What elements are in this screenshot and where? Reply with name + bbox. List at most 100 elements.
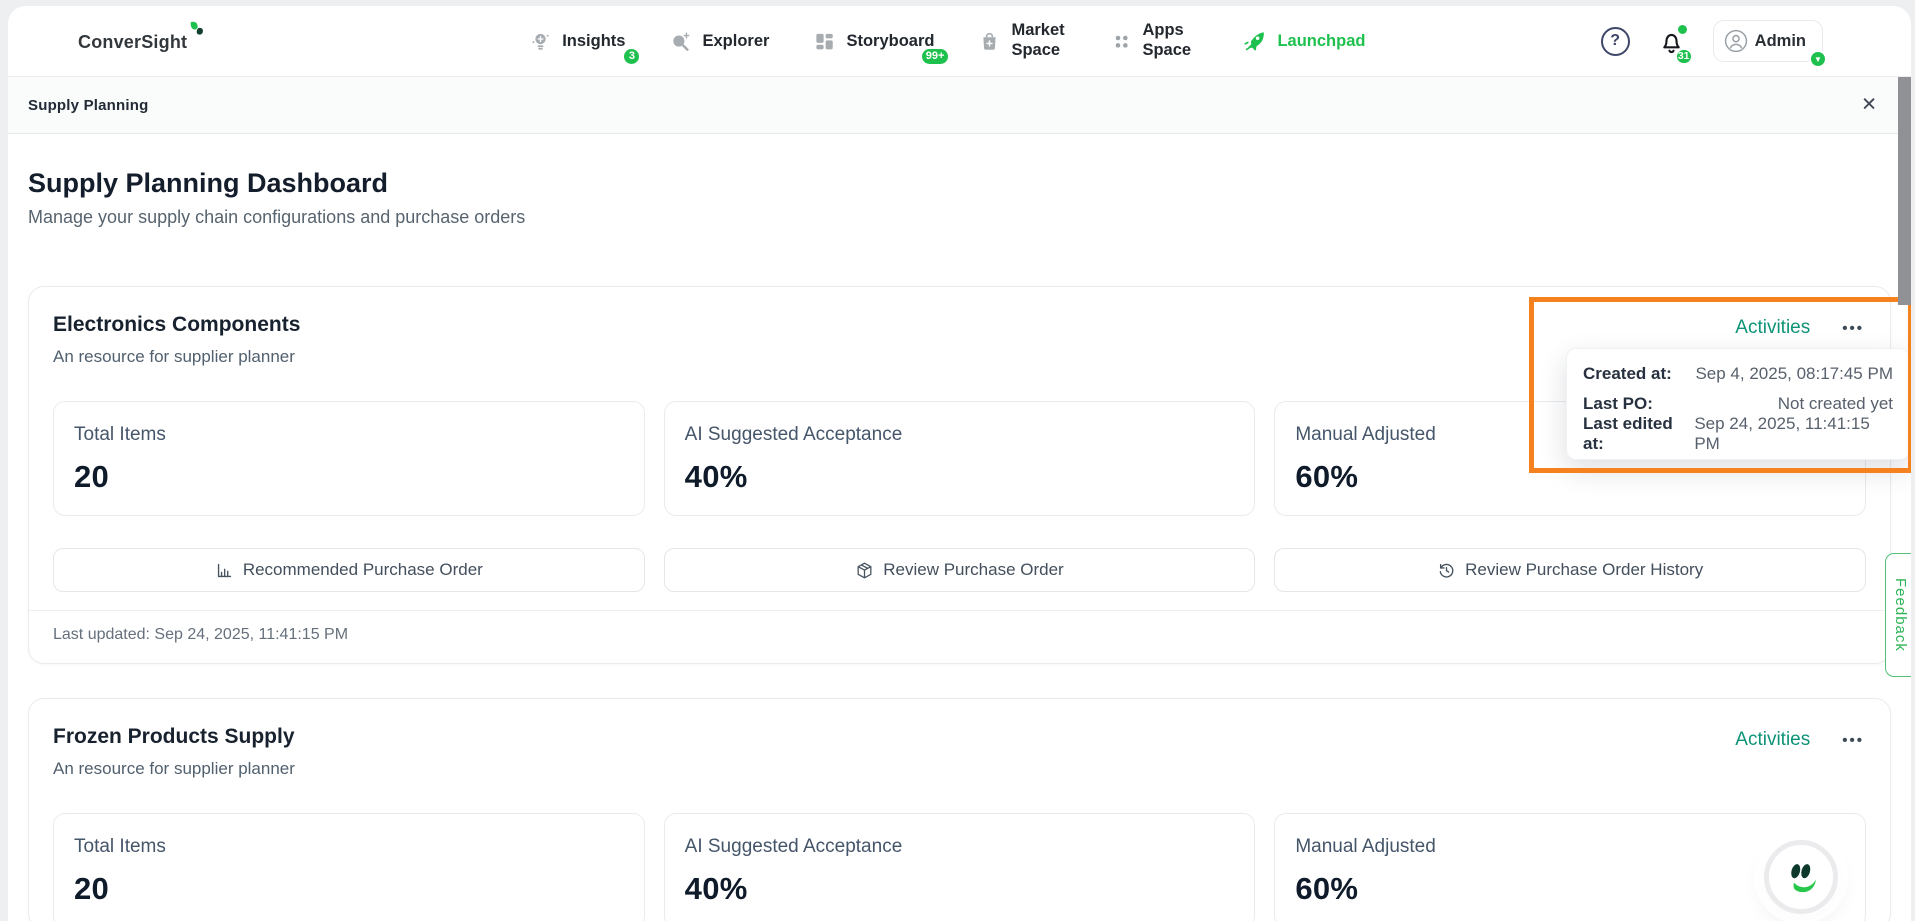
stat-total-items: Total Items 20: [53, 813, 645, 921]
nav-label-apps-space: Apps Space: [1142, 21, 1192, 59]
nav-item-storyboard[interactable]: Storyboard 99+: [813, 30, 951, 66]
stat-label: Manual Adjusted: [1295, 424, 1436, 445]
card-header-actions: Activities •••: [1735, 729, 1864, 751]
last-updated-text: Last updated: Sep 24, 2025, 11:41:15 PM: [53, 626, 349, 643]
card-description: An resource for supplier planner: [53, 759, 295, 778]
top-nav: ConverSight Insights: [8, 6, 1911, 77]
nav-label-launchpad: Launchpad: [1277, 31, 1366, 50]
review-purchase-order-history-button[interactable]: Review Purchase Order History: [1274, 548, 1866, 592]
stat-manual-adjusted: Manual Adjusted 60%: [1274, 813, 1866, 921]
nav-label-market-space: Market Space: [1011, 21, 1065, 59]
activities-link[interactable]: Activities: [1735, 729, 1811, 750]
review-purchase-order-button[interactable]: Review Purchase Order: [663, 548, 1256, 592]
nav-item-explorer[interactable]: Explorer: [669, 30, 769, 53]
popover-label: Created at:: [1583, 364, 1672, 383]
explorer-search-icon: [669, 30, 692, 53]
market-space-bag-icon: [978, 30, 1001, 53]
popover-label: Last edited at:: [1583, 414, 1673, 453]
more-options-icon[interactable]: •••: [1842, 319, 1864, 337]
actions-row: Recommended Purchase Order Review Purcha…: [53, 548, 1866, 592]
nav-item-launchpad[interactable]: Launchpad: [1242, 29, 1365, 54]
action-label: Review Purchase Order History: [1465, 560, 1704, 579]
stats-row: Total Items 20 AI Suggested Acceptance 4…: [53, 401, 1866, 516]
history-clock-icon: [1437, 561, 1456, 580]
divider: [29, 610, 1890, 611]
popover-label: Last PO:: [1583, 394, 1653, 413]
popover-row-last-edited-at: Last edited at: Sep 24, 2025, 11:41:15 P…: [1583, 414, 1893, 453]
launchpad-rocket-icon: [1242, 29, 1267, 54]
notifications-button[interactable]: 31: [1658, 24, 1693, 65]
page-subtitle: Manage your supply chain configurations …: [28, 207, 526, 227]
popover-row-created-at: Created at: Sep 4, 2025, 08:17:45 PM: [1583, 359, 1893, 389]
popover-row-last-po: Last PO: Not created yet: [1583, 389, 1893, 419]
nav-item-market-space[interactable]: Market Space: [978, 21, 1067, 61]
app-window: ConverSight Insights: [8, 6, 1911, 921]
stat-total-items: Total Items 20: [53, 401, 645, 516]
avatar-icon: [1724, 29, 1748, 53]
nav-item-insights[interactable]: Insights 3: [529, 30, 642, 66]
notification-dot: [1677, 24, 1687, 34]
logo-leaf-icon: [183, 19, 207, 43]
card-header-actions: Activities •••: [1735, 317, 1864, 339]
logo-text: ConverSight: [78, 32, 188, 52]
nav-label-storyboard: Storyboard: [846, 31, 935, 50]
more-options-icon[interactable]: •••: [1842, 731, 1864, 749]
user-name: Admin: [1754, 31, 1806, 50]
main-content: Supply Planning Dashboard Manage your su…: [8, 168, 1911, 921]
notification-count-badge: 31: [1674, 47, 1693, 65]
card-electronics-components: Electronics Components An resource for s…: [28, 286, 1891, 664]
stat-label: AI Suggested Acceptance: [684, 836, 903, 857]
stat-ai-suggested-acceptance: AI Suggested Acceptance 40%: [663, 813, 1256, 921]
help-button[interactable]: ?: [1600, 26, 1630, 56]
stat-label: AI Suggested Acceptance: [684, 424, 903, 445]
action-label: Review Purchase Order: [883, 560, 1064, 579]
stat-value: 20: [74, 459, 110, 494]
insights-badge: 3: [622, 46, 642, 66]
stat-label: Manual Adjusted: [1295, 836, 1436, 857]
stat-value: 20: [74, 871, 110, 906]
activities-link[interactable]: Activities: [1735, 317, 1811, 338]
popover-value: Sep 24, 2025, 11:41:15 PM: [1694, 414, 1870, 453]
recommended-purchase-order-button[interactable]: Recommended Purchase Order: [53, 548, 645, 592]
conversight-logo[interactable]: ConverSight: [78, 21, 211, 53]
nav-label-insights: Insights: [562, 31, 626, 50]
card-title: Frozen Products Supply: [53, 725, 295, 748]
popover-value: Sep 4, 2025, 08:17:45 PM: [1695, 364, 1893, 383]
feedback-tab-label: Feedback: [1892, 578, 1909, 652]
stat-value: 60%: [1295, 459, 1359, 494]
stat-value: 60%: [1295, 871, 1359, 906]
stat-value: 40%: [684, 871, 748, 906]
stat-value: 40%: [684, 459, 748, 494]
chat-widget-button[interactable]: [1764, 840, 1838, 914]
bell-icon: [1658, 28, 1685, 55]
storyboard-badge: 99+: [919, 46, 951, 66]
page-title: Supply Planning Dashboard: [28, 168, 389, 198]
nav-right-controls: ? 31 Admi: [1600, 20, 1827, 68]
nav-label-explorer: Explorer: [702, 31, 770, 50]
vertical-scrollbar[interactable]: [1898, 77, 1911, 305]
activities-popover: Created at: Sep 4, 2025, 08:17:45 PM Las…: [1566, 348, 1910, 460]
stats-row: Total Items 20 AI Suggested Acceptance 4…: [53, 813, 1866, 921]
card-frozen-products-supply: Frozen Products Supply An resource for s…: [28, 698, 1891, 921]
storyboard-grid-icon: [813, 30, 836, 53]
stat-label: Total Items: [74, 836, 166, 857]
nav-item-apps-space[interactable]: Apps Space: [1111, 21, 1198, 61]
chevron-down-icon: ▼: [1809, 50, 1827, 68]
bar-chart-icon: [215, 561, 234, 580]
main-menu: Insights 3 Explorer: [529, 21, 1365, 66]
conversight-mark-icon: [1782, 858, 1820, 896]
card-title: Electronics Components: [53, 313, 301, 336]
stat-ai-suggested-acceptance: AI Suggested Acceptance 40%: [663, 401, 1256, 516]
card-description: An resource for supplier planner: [53, 347, 295, 366]
insights-bulb-icon: [529, 30, 552, 53]
popover-value: Not created yet: [1777, 394, 1893, 413]
package-icon: [855, 561, 874, 580]
action-label: Recommended Purchase Order: [242, 560, 483, 579]
feedback-tab[interactable]: Feedback: [1885, 553, 1911, 677]
tab-bar: Supply Planning ✕: [8, 77, 1911, 134]
close-icon[interactable]: ✕: [1861, 94, 1877, 116]
tab-title: Supply Planning: [28, 96, 149, 114]
user-menu-button[interactable]: Admin ▼: [1712, 20, 1827, 68]
apps-space-dots-icon: [1111, 31, 1132, 52]
stat-label: Total Items: [74, 424, 166, 445]
